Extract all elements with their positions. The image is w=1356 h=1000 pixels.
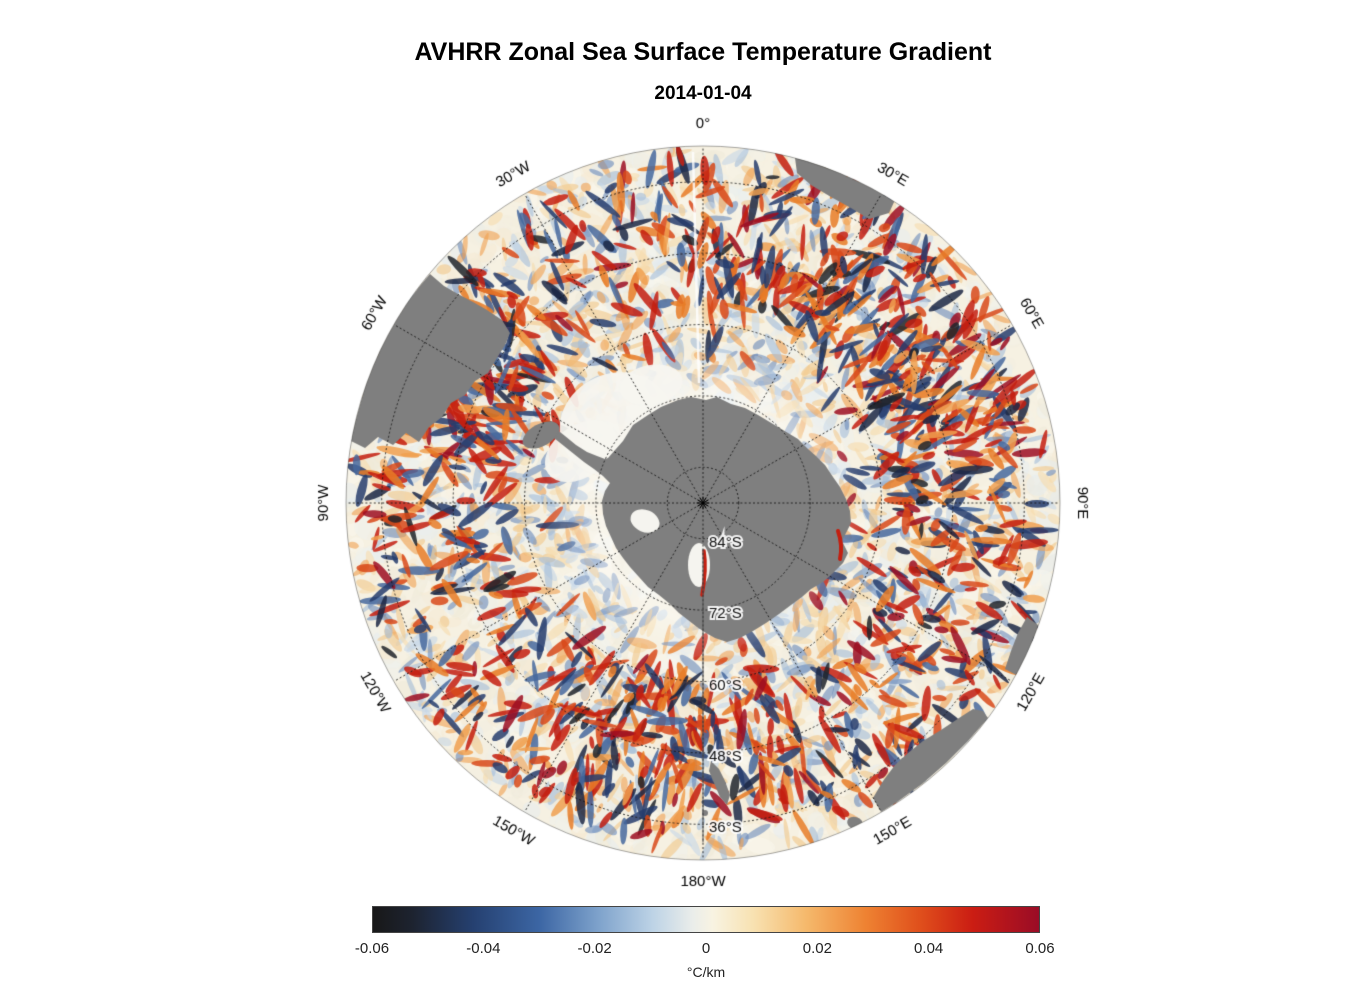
colorbar-tick-label: 0.02: [802, 940, 832, 957]
colorbar-tick-label: 0.04: [914, 940, 944, 957]
colorbar-gradient: [372, 906, 1040, 933]
colorbar-units-label: °C/km: [686, 964, 726, 980]
colorbar: -0.06 -0.04 -0.02 0 0.02 0.04 0.06 °C/km: [355, 906, 1055, 980]
colorbar-tick-label: -0.04: [466, 940, 501, 957]
colorbar-tick-label: -0.02: [577, 940, 612, 957]
colorbar-tick-label: 0: [701, 940, 711, 957]
colorbar-tick-label: -0.06: [354, 940, 390, 957]
colorbar-tick-label: 0.06: [1025, 940, 1055, 957]
